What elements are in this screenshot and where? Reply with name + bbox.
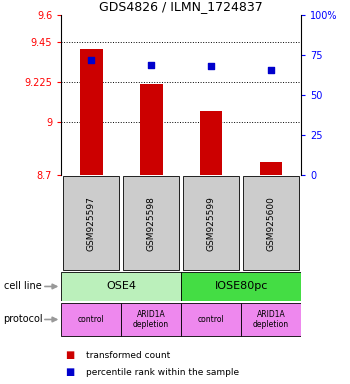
Bar [243, 176, 299, 270]
Bar [80, 49, 103, 175]
Bar [121, 303, 181, 336]
Point [268, 66, 274, 73]
Point [89, 57, 94, 63]
Bar [200, 111, 223, 175]
Text: percentile rank within the sample: percentile rank within the sample [86, 368, 239, 377]
Text: ARID1A
depletion: ARID1A depletion [253, 310, 289, 329]
Text: protocol: protocol [4, 314, 43, 324]
Text: cell line: cell line [4, 281, 41, 291]
Title: GDS4826 / ILMN_1724837: GDS4826 / ILMN_1724837 [99, 0, 263, 13]
Bar [140, 84, 162, 175]
Bar [181, 303, 241, 336]
Bar [61, 303, 121, 336]
Text: control: control [198, 315, 224, 324]
Bar [63, 176, 119, 270]
Text: GSM925597: GSM925597 [87, 196, 96, 250]
Text: ARID1A
depletion: ARID1A depletion [133, 310, 169, 329]
Text: OSE4: OSE4 [106, 281, 136, 291]
Text: GSM925600: GSM925600 [267, 196, 275, 250]
Bar [61, 272, 181, 301]
Text: GSM925599: GSM925599 [206, 196, 216, 250]
Point [148, 62, 154, 68]
Bar [260, 162, 282, 175]
Text: transformed count: transformed count [86, 351, 170, 360]
Text: ■: ■ [65, 350, 74, 360]
Bar [183, 176, 239, 270]
Bar [241, 303, 301, 336]
Text: control: control [78, 315, 105, 324]
Text: ■: ■ [65, 367, 74, 377]
Point [208, 63, 214, 70]
Bar [123, 176, 179, 270]
Bar [181, 272, 301, 301]
Text: IOSE80pc: IOSE80pc [215, 281, 268, 291]
Text: GSM925598: GSM925598 [147, 196, 156, 250]
